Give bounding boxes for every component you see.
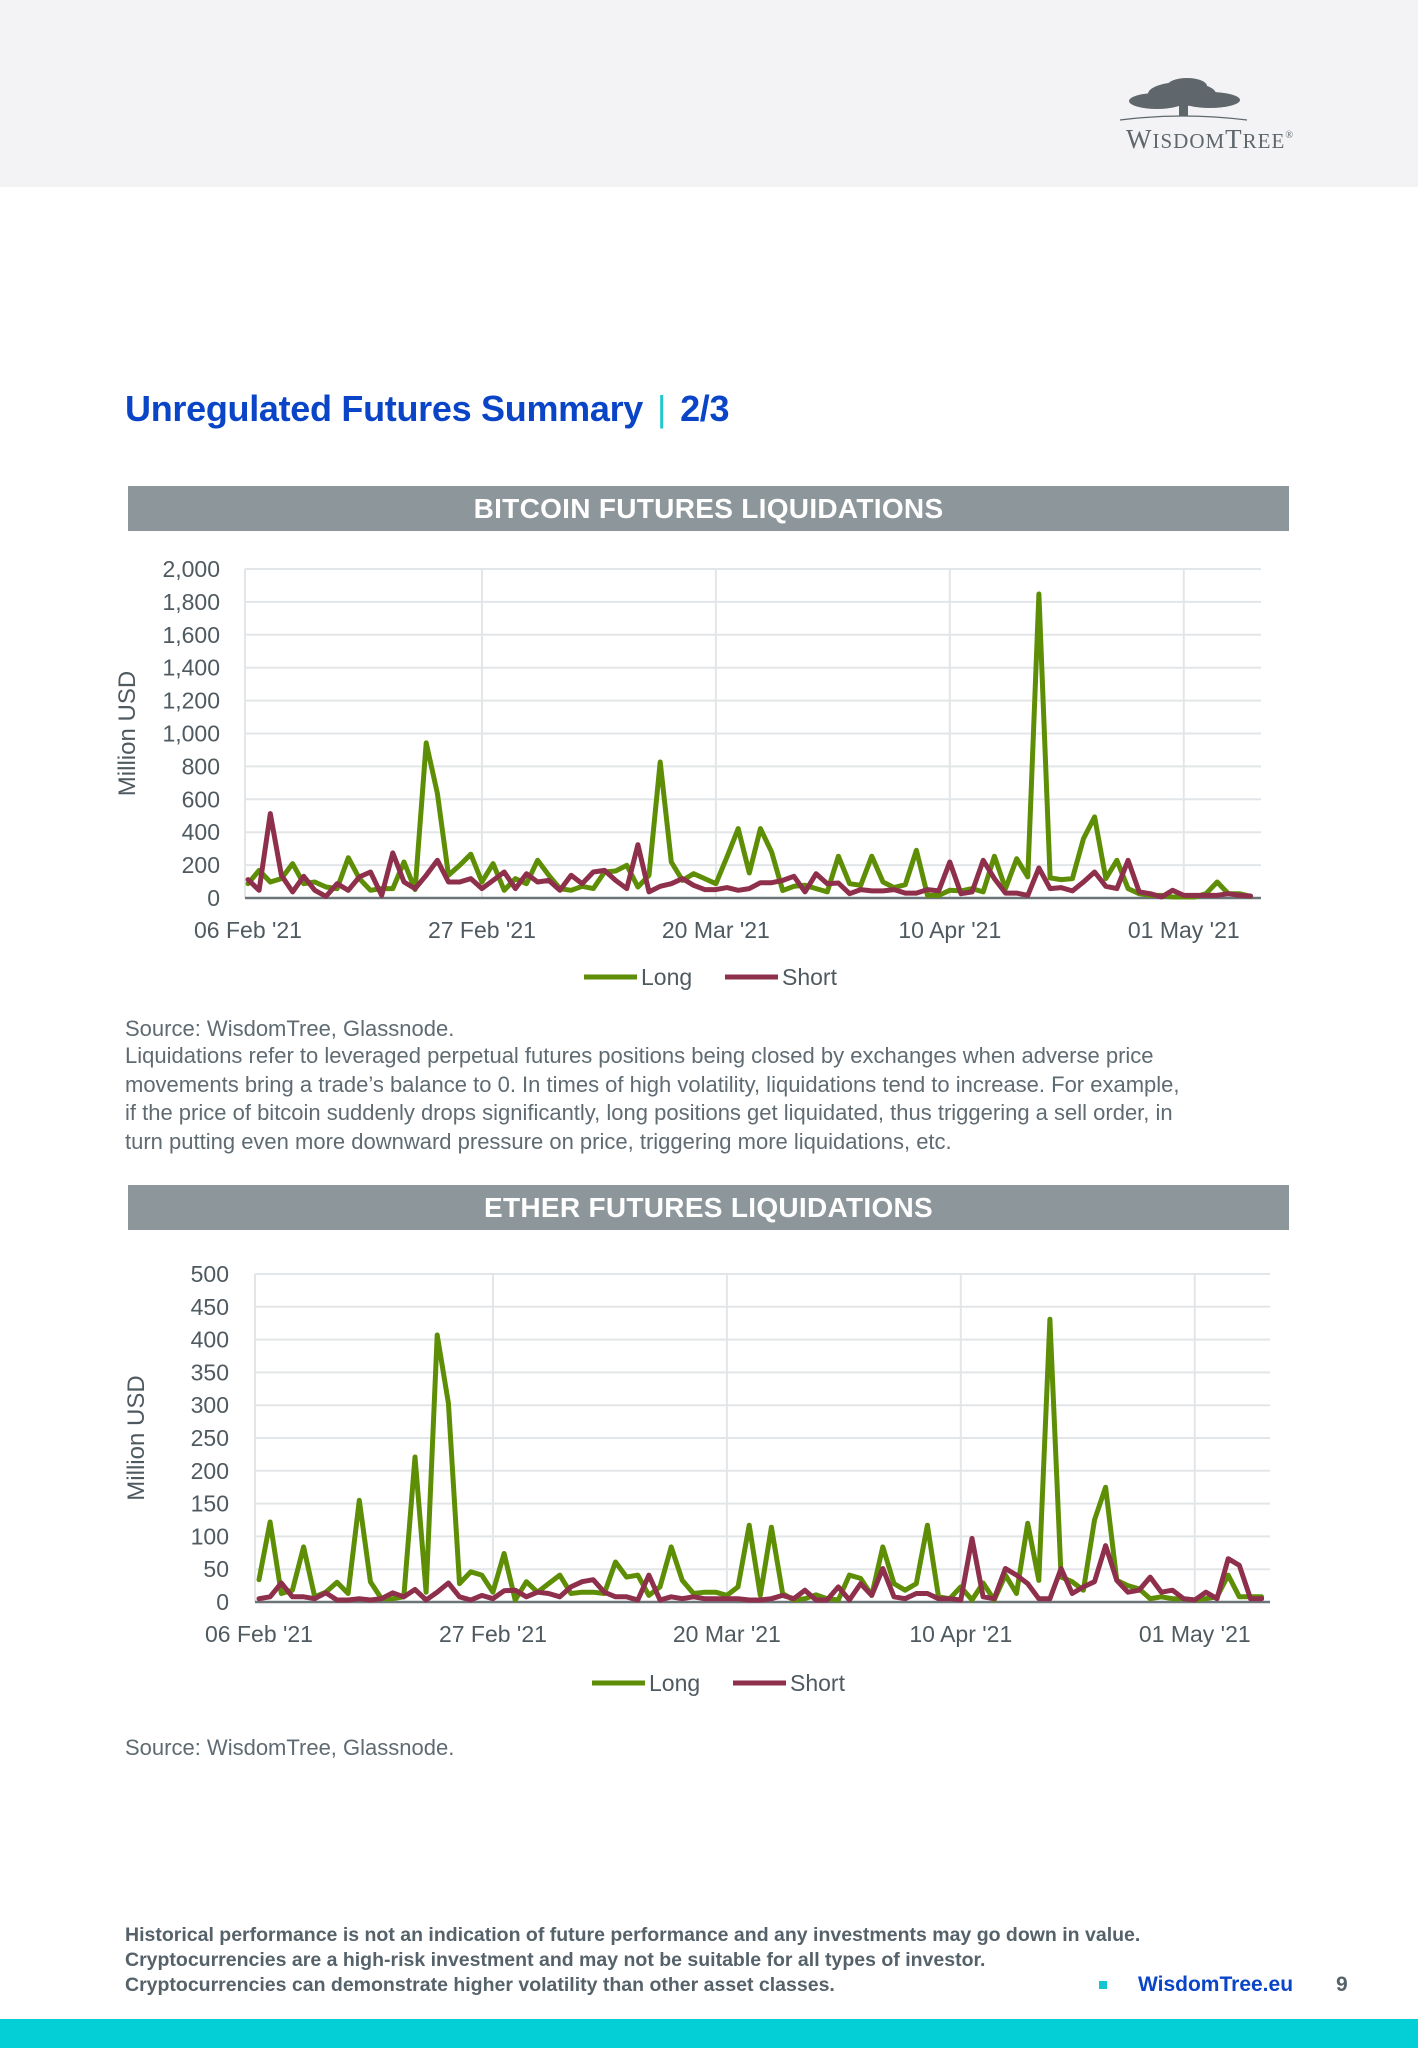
x-tick-label: 27 Feb '21: [439, 1621, 547, 1647]
disclaimer: Historical performance is not an indicat…: [125, 1923, 1140, 1998]
disclaimer-line: Cryptocurrencies are a high-risk investm…: [125, 1949, 986, 1971]
legend-label-short: Short: [782, 964, 838, 990]
series-line-long: [245, 591, 1254, 900]
y-tick-label: 400: [191, 1327, 229, 1353]
legend-label-long: Long: [641, 964, 692, 990]
y-tick-label: 150: [191, 1491, 229, 1517]
y-tick-label: 500: [191, 1261, 229, 1287]
y-tick-label: 200: [191, 1458, 229, 1484]
y-tick-label: 300: [191, 1392, 229, 1418]
y-tick-label: 1,800: [162, 589, 220, 615]
x-tick-label: 10 Apr '21: [898, 917, 1001, 943]
x-tick-label: 06 Feb '21: [194, 917, 302, 943]
x-tick-label: 10 Apr '21: [909, 1621, 1012, 1647]
logo-wordmark: WISDOMTREE®: [1126, 124, 1294, 154]
title-text: Unregulated Futures Summary: [125, 388, 644, 429]
title-separator: |: [657, 388, 667, 429]
y-tick-label: 1,400: [162, 655, 220, 681]
description-line: turn putting even more downward pressure…: [125, 1128, 952, 1154]
page-number: 9: [1336, 1973, 1348, 1996]
x-tick-label: 27 Feb '21: [428, 917, 536, 943]
x-tick-label: 01 May '21: [1139, 1621, 1251, 1647]
y-axis-title: Million USD: [123, 1375, 150, 1500]
x-tick-label: 20 Mar '21: [673, 1621, 781, 1647]
y-tick-label: 50: [203, 1556, 229, 1582]
bitcoin-source: Source: WisdomTree, Glassnode.: [125, 1016, 455, 1041]
series-line-short: [245, 811, 1254, 900]
disclaimer-line: Historical performance is not an indicat…: [125, 1924, 1141, 1946]
y-tick-label: 400: [182, 819, 220, 845]
y-tick-label: 600: [182, 786, 220, 812]
y-tick-label: 2,000: [162, 556, 220, 582]
y-tick-label: 350: [191, 1359, 229, 1385]
ether-chart-header: ETHER FUTURES LIQUIDATIONS: [128, 1185, 1289, 1230]
y-tick-label: 1,600: [162, 622, 220, 648]
y-tick-label: 250: [191, 1425, 229, 1451]
series-line-short: [256, 1535, 1265, 1603]
y-axis-title: Million USD: [114, 671, 141, 796]
tree-icon: [1119, 78, 1248, 121]
y-tick-label: 0: [216, 1589, 229, 1615]
page-title: Unregulated Futures Summary | 2/3: [125, 388, 730, 430]
x-tick-label: 20 Mar '21: [662, 917, 770, 943]
legend-label-long: Long: [649, 1670, 700, 1696]
x-tick-label: 06 Feb '21: [205, 1621, 313, 1647]
description-line: movements bring a trade’s balance to 0. …: [125, 1071, 1180, 1097]
y-tick-label: 800: [182, 753, 220, 779]
ether-liquidations-chart: 0 50 100 150 200 250 300 350 400 450 500 06 Feb '21…: [123, 1261, 1270, 1696]
footer-bullet-icon: [1099, 1981, 1107, 1989]
bitcoin-chart-header: BITCOIN FUTURES LIQUIDATIONS: [128, 486, 1289, 531]
y-tick-label: 1,000: [162, 721, 220, 747]
y-tick-label: 100: [191, 1523, 229, 1549]
y-tick-label: 200: [182, 852, 220, 878]
bitcoin-liquidations-chart: 0 200 400 600 800 1,000 1,200 1,400 1,600 1,800 2,…: [114, 556, 1261, 990]
description-line: if the price of bitcoin suddenly drops s…: [125, 1100, 1173, 1125]
disclaimer-line: Cryptocurrencies can demonstrate higher …: [125, 1974, 835, 1996]
wisdomtree-logo[interactable]: WISDOMTREE®: [1112, 74, 1322, 160]
description-line: Liquidations refer to leveraged perpetua…: [125, 1043, 1154, 1068]
footer-bar: [0, 2019, 1418, 2048]
x-tick-label: 01 May '21: [1128, 917, 1240, 943]
bitcoin-description: Liquidations refer to leveraged perpetua…: [125, 1042, 1180, 1156]
title-page-count: 2/3: [680, 388, 730, 429]
y-tick-label: 0: [207, 885, 220, 911]
y-tick-label: 450: [191, 1294, 229, 1320]
ether-source: Source: WisdomTree, Glassnode.: [125, 1735, 455, 1760]
legend-label-short: Short: [790, 1670, 846, 1696]
series-line-long: [256, 1316, 1265, 1603]
y-tick-label: 1,200: [162, 688, 220, 714]
website-link[interactable]: WisdomTree.eu: [1138, 1973, 1294, 1996]
